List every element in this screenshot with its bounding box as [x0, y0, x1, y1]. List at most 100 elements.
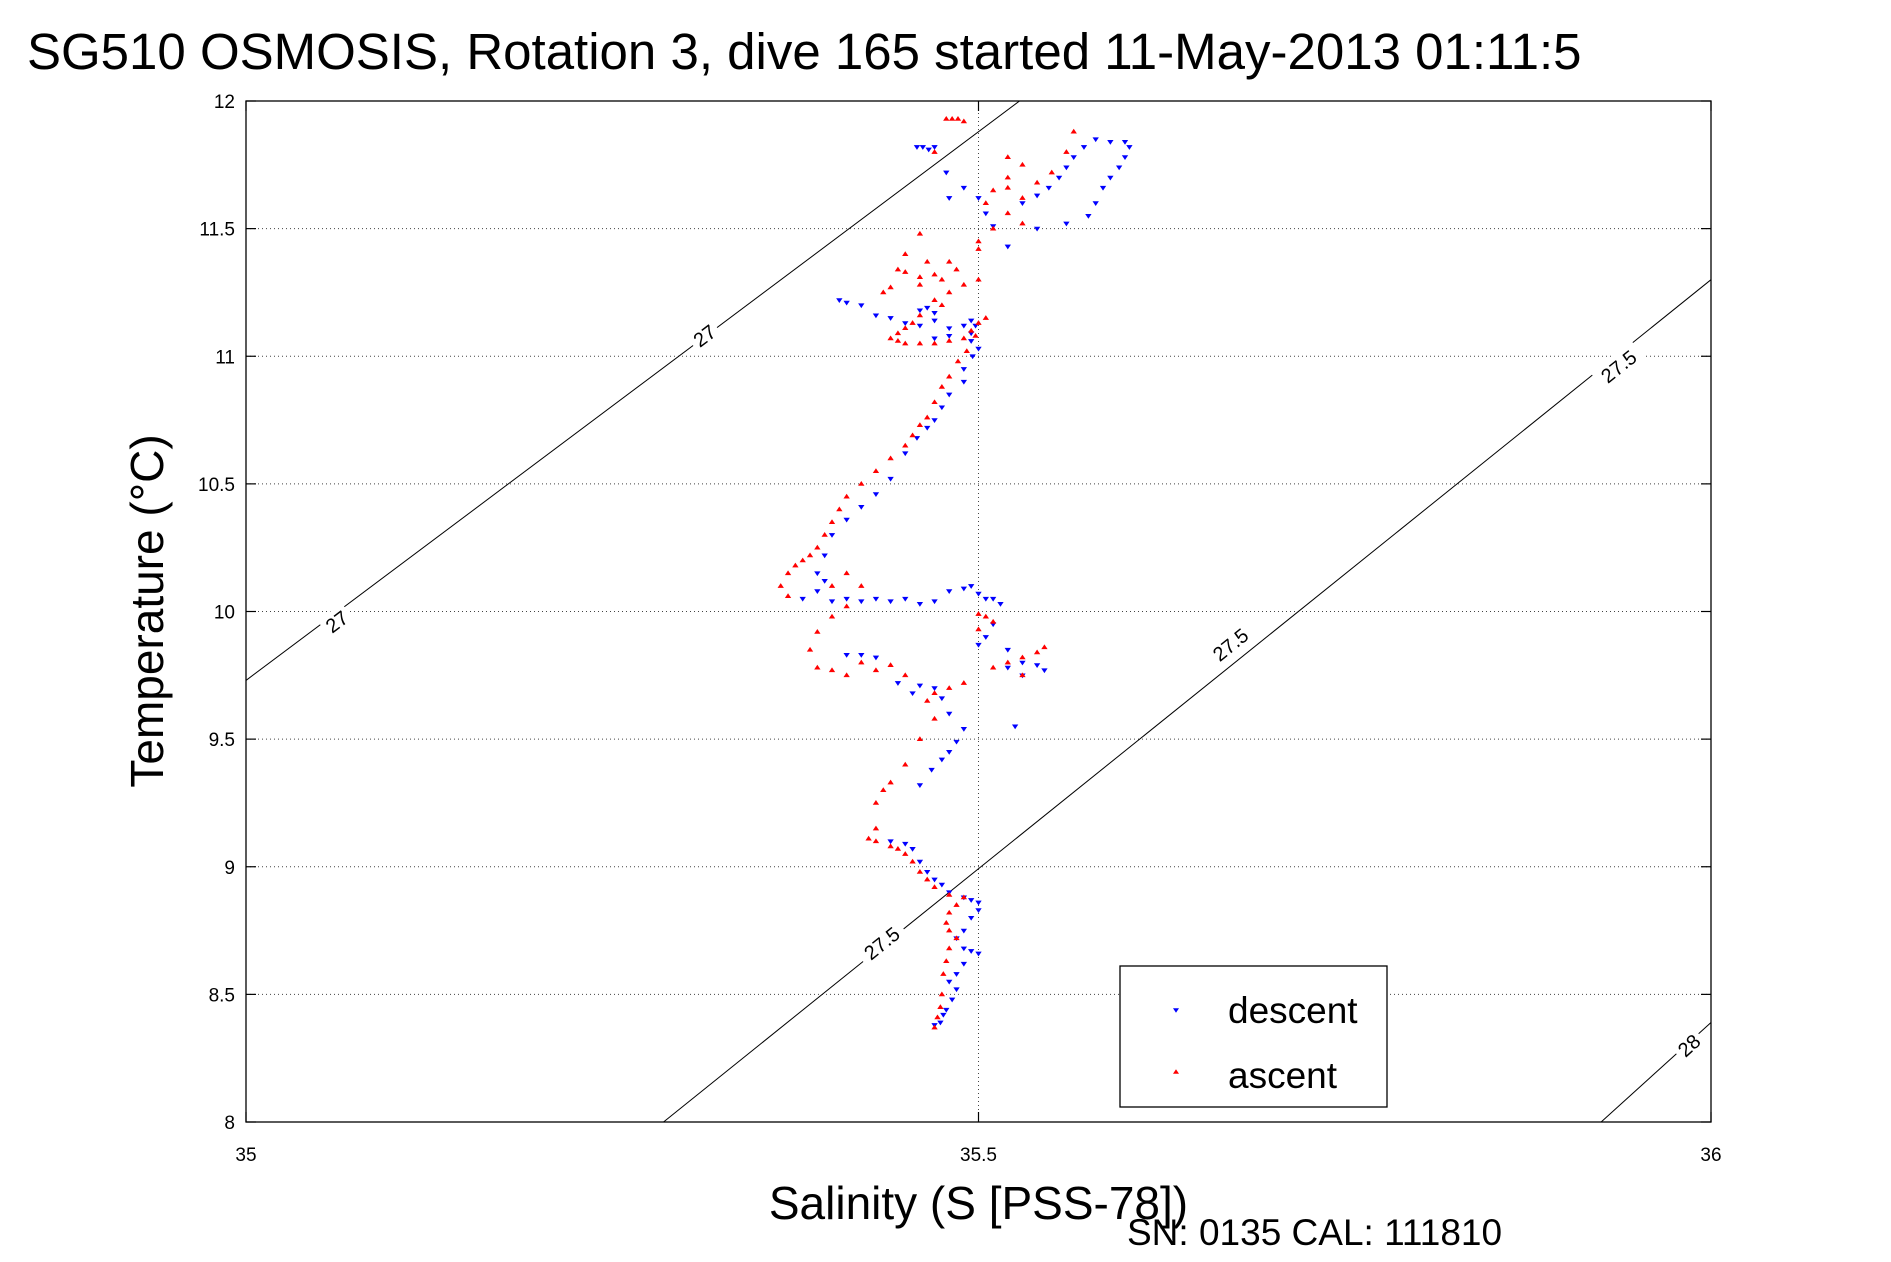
ascent-point: [989, 187, 997, 193]
descent-point: [960, 323, 968, 329]
ascent-point: [843, 570, 850, 576]
contour-label-background: [1202, 619, 1259, 671]
ascent-point: [872, 468, 880, 473]
descent-point: [975, 951, 982, 957]
descent-point: [872, 655, 880, 661]
descent-point: [931, 599, 938, 605]
contour-label-background: [1590, 340, 1647, 393]
ascent-point: [1019, 161, 1026, 167]
ascent-point: [836, 506, 843, 512]
descent-point: [938, 757, 946, 763]
descent-point: [968, 339, 975, 344]
ascent-point: [887, 779, 894, 785]
descent-point: [931, 418, 938, 423]
ascent-point: [954, 358, 962, 364]
ascent-point: [880, 787, 887, 793]
descent-point: [953, 987, 960, 993]
descent-point: [968, 318, 975, 324]
ascent-point: [975, 320, 982, 325]
ascent-point: [902, 851, 909, 856]
ascent-point: [946, 927, 953, 933]
ascent-point: [931, 399, 938, 405]
ascent-point: [909, 858, 916, 864]
ascent-point: [953, 266, 960, 272]
descent-point: [940, 1012, 947, 1018]
descent-point: [1099, 185, 1107, 191]
descent-point: [821, 553, 828, 559]
descent-point: [969, 354, 976, 360]
descent-point: [821, 579, 828, 584]
ascent-point: [963, 348, 970, 354]
ascent-point: [975, 238, 982, 244]
ascent-point: [943, 958, 950, 964]
y-tick-label: 12: [214, 92, 235, 113]
ascent-point: [982, 200, 989, 205]
ascent-point: [975, 246, 982, 251]
descent-point: [1055, 175, 1063, 181]
ascent-point: [931, 297, 938, 302]
descent-point: [1107, 139, 1114, 145]
ascent-point: [916, 312, 924, 318]
ascent-point: [828, 613, 836, 619]
descent-point: [975, 196, 982, 201]
descent-point: [982, 596, 989, 602]
y-tick-label: 11.5: [199, 220, 235, 241]
descent-point: [1041, 668, 1048, 674]
ascent-point: [938, 302, 946, 308]
legend-box: [1119, 965, 1388, 1108]
descent-point: [946, 750, 953, 755]
descent-point: [828, 533, 836, 538]
descent-point: [960, 367, 968, 372]
descent-point: [1085, 214, 1092, 219]
descent-point: [1092, 201, 1099, 206]
ascent-point: [858, 480, 865, 486]
ascent-point: [916, 736, 924, 741]
descent-point: [972, 323, 979, 329]
y-tick-label: 10.5: [198, 475, 235, 496]
ascent-point: [975, 276, 982, 282]
descent-point: [858, 653, 865, 658]
descent-point: [960, 961, 968, 967]
ascent-point: [989, 618, 997, 624]
ascent-point: [960, 894, 968, 900]
ascent-point: [858, 583, 865, 588]
descent-point: [931, 318, 938, 324]
ascent-point: [828, 519, 836, 525]
legend: descent ascent: [1119, 965, 1388, 1108]
ascent-point: [1019, 654, 1026, 660]
descent-point: [946, 196, 953, 201]
ascent-point: [902, 269, 909, 274]
descent-point: [858, 599, 865, 605]
descent-point: [946, 333, 953, 339]
descent-point: [975, 900, 982, 906]
descent-point: [946, 711, 953, 717]
ascent-point: [931, 690, 938, 696]
ascent-point: [894, 846, 902, 851]
descent-point: [1004, 647, 1011, 653]
ascent-point: [858, 659, 865, 665]
ascent-point: [902, 442, 909, 448]
ascent-point: [924, 258, 931, 264]
legend-descent-label: descent: [1228, 990, 1358, 1031]
ascent-point: [843, 672, 850, 678]
ascent-point: [1041, 644, 1048, 650]
descent-point: [960, 727, 968, 732]
grid: [246, 101, 1711, 1122]
descent-point: [909, 691, 916, 697]
contour-line-27: [245, 100, 1020, 681]
descent-point: [960, 946, 968, 952]
y-tick-label: 8.5: [209, 985, 235, 1006]
descent-point: [902, 451, 909, 457]
ascent-point: [1063, 149, 1070, 154]
descent-point: [913, 145, 921, 150]
ascent-point: [954, 115, 962, 121]
descent-point: [968, 915, 975, 921]
descent-point: [916, 683, 924, 689]
descent-point: [931, 877, 938, 883]
ascent-point: [894, 266, 902, 272]
descent-point: [919, 145, 926, 150]
ascent-point: [948, 115, 956, 121]
ascent-point: [1033, 649, 1041, 655]
descent-point: [902, 321, 909, 326]
ascent-point: [894, 338, 902, 343]
